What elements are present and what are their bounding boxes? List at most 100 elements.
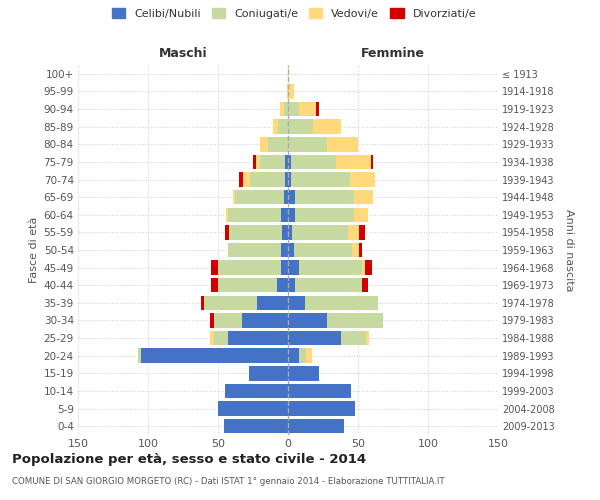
Bar bbox=[204, 296, 257, 310]
Bar bbox=[288, 384, 351, 398]
Bar bbox=[289, 84, 293, 98]
Bar bbox=[299, 102, 316, 117]
Bar bbox=[284, 102, 288, 117]
Bar bbox=[327, 137, 358, 152]
Bar bbox=[214, 331, 228, 345]
Bar bbox=[209, 331, 214, 345]
Bar bbox=[218, 402, 288, 416]
Bar bbox=[354, 190, 373, 204]
Bar bbox=[285, 154, 288, 169]
Bar bbox=[243, 172, 250, 186]
Bar bbox=[287, 84, 288, 98]
Bar bbox=[288, 243, 293, 257]
Bar bbox=[272, 120, 278, 134]
Bar bbox=[288, 120, 313, 134]
Bar bbox=[268, 137, 288, 152]
Bar bbox=[228, 331, 288, 345]
Bar bbox=[233, 190, 235, 204]
Bar bbox=[218, 278, 277, 292]
Bar bbox=[260, 154, 285, 169]
Bar bbox=[295, 190, 354, 204]
Bar bbox=[288, 102, 299, 117]
Bar bbox=[260, 137, 268, 152]
Bar bbox=[327, 314, 383, 328]
Bar bbox=[288, 331, 341, 345]
Text: COMUNE DI SAN GIORGIO MORGETO (RC) - Dati ISTAT 1° gennaio 2014 - Elaborazione T: COMUNE DI SAN GIORGIO MORGETO (RC) - Dat… bbox=[12, 478, 445, 486]
Bar bbox=[288, 154, 291, 169]
Bar bbox=[281, 208, 288, 222]
Bar bbox=[235, 190, 284, 204]
Bar bbox=[316, 102, 319, 117]
Bar bbox=[305, 296, 377, 310]
Bar bbox=[228, 208, 281, 222]
Bar bbox=[280, 102, 284, 117]
Bar bbox=[341, 331, 367, 345]
Bar bbox=[371, 154, 373, 169]
Bar bbox=[285, 172, 288, 186]
Bar bbox=[288, 296, 305, 310]
Bar bbox=[229, 225, 283, 240]
Bar bbox=[201, 296, 204, 310]
Bar bbox=[359, 225, 365, 240]
Bar bbox=[288, 208, 295, 222]
Bar bbox=[288, 172, 291, 186]
Bar bbox=[218, 260, 281, 275]
Bar bbox=[299, 348, 306, 363]
Bar bbox=[288, 84, 289, 98]
Bar bbox=[281, 260, 288, 275]
Bar bbox=[359, 243, 362, 257]
Bar bbox=[367, 331, 369, 345]
Bar bbox=[288, 225, 292, 240]
Bar bbox=[284, 190, 288, 204]
Bar bbox=[281, 243, 288, 257]
Bar bbox=[249, 366, 288, 380]
Bar bbox=[211, 260, 218, 275]
Text: Maschi: Maschi bbox=[158, 46, 208, 60]
Y-axis label: Fasce di età: Fasce di età bbox=[29, 217, 40, 283]
Bar bbox=[288, 348, 299, 363]
Bar bbox=[257, 296, 288, 310]
Bar bbox=[291, 154, 335, 169]
Bar bbox=[350, 172, 375, 186]
Legend: Celibi/Nubili, Coniugati/e, Vedovi/e, Divorziati/e: Celibi/Nubili, Coniugati/e, Vedovi/e, Di… bbox=[110, 6, 478, 21]
Bar bbox=[288, 190, 295, 204]
Bar bbox=[288, 419, 344, 434]
Bar bbox=[306, 348, 312, 363]
Bar bbox=[277, 278, 288, 292]
Y-axis label: Anni di nascita: Anni di nascita bbox=[565, 209, 574, 291]
Bar bbox=[224, 419, 288, 434]
Bar bbox=[228, 243, 281, 257]
Bar bbox=[214, 314, 242, 328]
Bar bbox=[335, 154, 371, 169]
Bar bbox=[226, 208, 228, 222]
Bar bbox=[288, 137, 327, 152]
Bar bbox=[283, 225, 288, 240]
Bar bbox=[362, 278, 368, 292]
Bar bbox=[250, 172, 285, 186]
Bar bbox=[278, 120, 288, 134]
Text: Popolazione per età, sesso e stato civile - 2014: Popolazione per età, sesso e stato civil… bbox=[12, 452, 366, 466]
Bar bbox=[362, 260, 365, 275]
Bar bbox=[256, 154, 260, 169]
Text: Femmine: Femmine bbox=[361, 46, 425, 60]
Bar bbox=[299, 260, 362, 275]
Bar bbox=[225, 384, 288, 398]
Bar bbox=[354, 208, 368, 222]
Bar bbox=[313, 120, 341, 134]
Bar bbox=[288, 278, 295, 292]
Bar bbox=[293, 243, 352, 257]
Bar bbox=[239, 172, 243, 186]
Bar bbox=[138, 348, 141, 363]
Bar bbox=[295, 278, 362, 292]
Bar bbox=[288, 314, 327, 328]
Bar bbox=[253, 154, 256, 169]
Bar bbox=[211, 278, 218, 292]
Bar bbox=[209, 314, 214, 328]
Bar bbox=[288, 260, 299, 275]
Bar bbox=[291, 172, 350, 186]
Bar bbox=[288, 66, 289, 81]
Bar bbox=[242, 314, 288, 328]
Bar bbox=[292, 225, 348, 240]
Bar bbox=[288, 402, 355, 416]
Bar bbox=[141, 348, 288, 363]
